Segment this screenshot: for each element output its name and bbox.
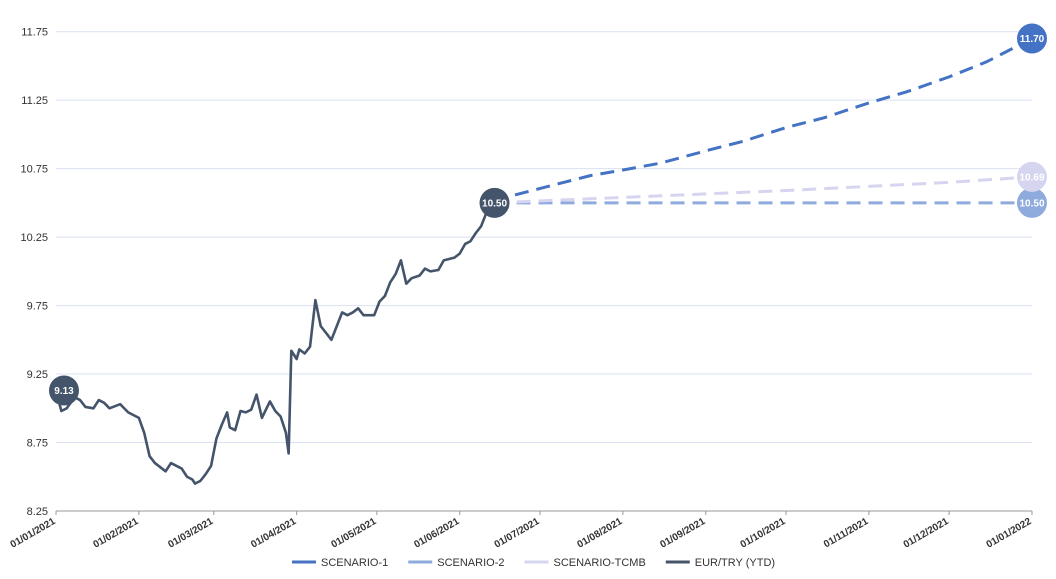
series-line-eur-try-ytd	[54, 201, 496, 485]
end-label-scenario-1: 11.70	[1020, 34, 1045, 45]
x-tick-label: 01/05/2021	[330, 516, 379, 551]
y-tick-label: 10.75	[20, 164, 48, 176]
y-tick-label: 11.75	[21, 27, 48, 39]
legend-label-scenario-tcmb: SCENARIO-TCMB	[554, 557, 646, 569]
end-label-scenario-2: 10.50	[1019, 198, 1044, 209]
x-axis: 01/01/2021 01/02/2021 01/03/2021 01/04/2021…	[9, 511, 1034, 551]
x-tick-label: 01/12/2021	[902, 516, 951, 551]
end-label-eur-try: 10.50	[482, 198, 507, 209]
series-lines	[54, 37, 1033, 485]
series-line-scenario-1	[493, 37, 1033, 205]
x-tick-label: 01/03/2021	[166, 516, 215, 551]
legend: SCENARIO-1 SCENARIO-2 SCENARIO-TCMB EUR/TRY…	[292, 557, 775, 569]
y-tick-label: 9.25	[27, 369, 48, 381]
end-label-scenario-tcmb-marker	[1017, 161, 1047, 192]
y-tick-label: 8.75	[27, 438, 48, 450]
legend-label-scenario-1: SCENARIO-1	[321, 557, 388, 569]
start-label-eur-try: 9.13	[54, 386, 74, 397]
x-tick-label: 01/01/2022	[985, 516, 1034, 551]
y-tick-label: 8.25	[27, 506, 48, 518]
x-tick-label: 01/10/2021	[739, 516, 788, 551]
legend-label-scenario-2: SCENARIO-2	[437, 557, 504, 569]
y-tick-label: 10.25	[20, 232, 48, 244]
end-label-scenario-tcmb: 10.69	[1019, 172, 1044, 183]
x-tick-label: 01/02/2021	[92, 516, 141, 551]
x-tick-label: 01/09/2021	[658, 516, 707, 551]
x-tick-label: 01/11/2021	[822, 516, 871, 550]
y-tick-label: 11.25	[21, 95, 48, 107]
grid-lines	[56, 31, 1032, 512]
end-label-scenario-1-marker	[1017, 23, 1047, 54]
series-line-scenario-tcmb	[494, 175, 1033, 205]
value-labels: 10.50 10.69 11.70 9.13 10.50	[49, 23, 1047, 406]
x-tick-label: 01/04/2021	[249, 516, 298, 551]
x-tick-label: 01/01/2021	[9, 516, 58, 551]
legend-label-eur-try-ytd: EUR/TRY (YTD)	[695, 557, 775, 569]
x-tick-label: 01/08/2021	[576, 516, 625, 551]
y-tick-label: 9.75	[27, 301, 48, 313]
end-label-scenario-2-marker	[1017, 187, 1047, 218]
x-tick-label: 01/07/2021	[493, 516, 542, 551]
y-axis: 8.25 8.75 9.25 9.75 10.25 10.75 11.25 11.75	[20, 27, 48, 518]
x-tick-label: 01/06/2021	[412, 516, 461, 551]
end-label-eur-try-marker	[479, 187, 510, 218]
start-label-eur-try-marker	[49, 375, 79, 406]
